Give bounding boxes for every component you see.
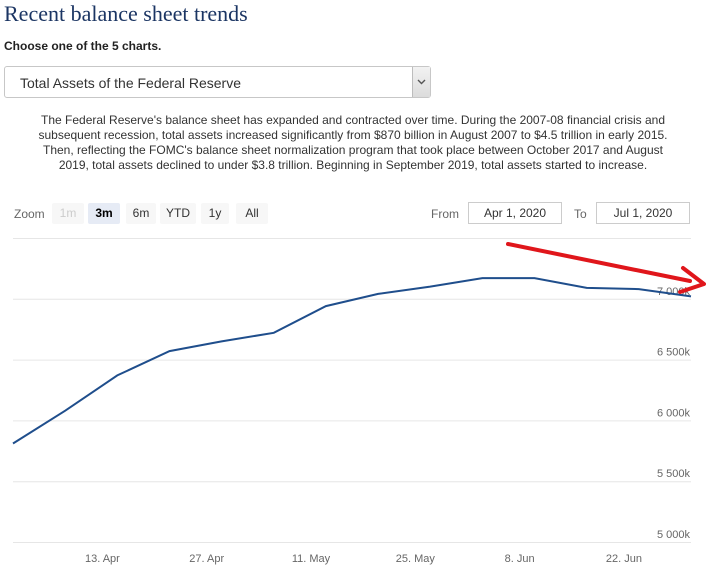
arrow-shaft <box>506 242 692 283</box>
arrow-head <box>678 266 706 294</box>
x-tick-label: 11. May <box>292 553 331 565</box>
zoom-button-6m[interactable]: 6m <box>126 203 156 224</box>
zoom-button-1m[interactable]: 1m <box>52 203 84 224</box>
x-tick-label: 13. Apr <box>85 553 120 565</box>
red-arrow-annotation <box>506 242 706 294</box>
y-tick-label: 6 000k <box>657 407 691 419</box>
zoom-label: Zoom <box>14 207 45 221</box>
x-tick-label: 22. Jun <box>606 553 642 565</box>
zoom-button-all[interactable]: All <box>236 203 268 224</box>
zoom-button-1y[interactable]: 1y <box>201 203 229 224</box>
x-tick-label: 27. Apr <box>189 553 224 565</box>
x-tick-label: 8. Jun <box>505 553 535 565</box>
page-title: Recent balance sheet trends <box>4 1 248 26</box>
range-from-input[interactable]: Apr 1, 2020 <box>468 202 562 224</box>
chart-description: The Federal Reserve's balance sheet has … <box>38 113 668 172</box>
range-to-label: To <box>574 207 587 221</box>
grid-lines <box>13 238 691 543</box>
zoom-button-3m[interactable]: 3m <box>88 203 120 224</box>
range-from-label: From <box>431 207 459 221</box>
chart-select-value: Total Assets of the Federal Reserve <box>20 75 241 91</box>
range-to-input[interactable]: Jul 1, 2020 <box>596 202 690 224</box>
chart-chooser-label: Choose one of the 5 charts. <box>4 39 162 53</box>
chart-select-dropdown[interactable]: Total Assets of the Federal Reserve <box>4 66 431 98</box>
zoom-button-ytd[interactable]: YTD <box>160 203 196 224</box>
x-tick-label: 25. May <box>396 553 436 565</box>
y-tick-label: 5 000k <box>657 529 691 541</box>
series-line <box>12 277 692 445</box>
y-tick-label: 5 500k <box>657 468 691 480</box>
y-tick-label: 6 500k <box>657 347 691 359</box>
x-axis-ticks: 13. Apr 27. Apr 11. May 25. May 8. Jun 22. Ju… <box>85 553 642 565</box>
chevron-down-icon[interactable] <box>412 67 430 97</box>
